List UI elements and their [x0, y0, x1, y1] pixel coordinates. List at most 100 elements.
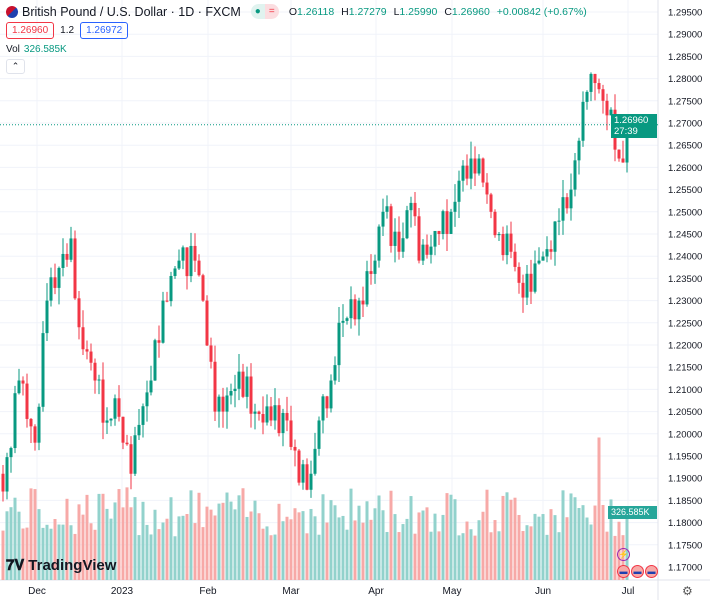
- volume-bar: [145, 524, 149, 580]
- symbol-title[interactable]: British Pound / U.S. Dollar · 1D · FXCM: [22, 4, 241, 19]
- candle-body: [501, 234, 505, 256]
- volume-bar: [213, 515, 217, 580]
- candle-body: [561, 197, 565, 221]
- candle-body: [373, 260, 377, 274]
- time-tick: Jun: [535, 586, 551, 597]
- volume-bar: [609, 499, 613, 580]
- tradingview-logo[interactable]: 𝟕𝐕 TradingView: [6, 557, 117, 574]
- us-flag-event-icon[interactable]: ▬: [631, 565, 644, 578]
- candle-body: [557, 220, 561, 222]
- volume-bar: [469, 529, 473, 580]
- time-tick: Dec: [28, 586, 46, 597]
- candle-body: [457, 180, 461, 202]
- volume-bar: [357, 505, 361, 580]
- volume-bar: [345, 529, 349, 580]
- candle-body: [81, 327, 85, 350]
- volume-bar: [585, 517, 589, 580]
- candle-body: [169, 275, 173, 302]
- volume-bar: [493, 520, 497, 580]
- candle-body: [593, 73, 597, 84]
- volume-bar: [393, 514, 397, 580]
- candle-body: [129, 444, 133, 474]
- candle-body: [289, 420, 293, 447]
- volume-bar: [457, 535, 461, 580]
- volume-bar: [477, 520, 481, 580]
- volume-bar: [189, 490, 193, 580]
- settings-gear-icon[interactable]: ⚙: [682, 584, 693, 598]
- volume-bar: [385, 531, 389, 580]
- volume-bar: [177, 516, 181, 580]
- candle-body: [517, 266, 521, 283]
- volume-bar: [133, 497, 137, 580]
- candle-body: [293, 446, 297, 451]
- candle-body: [241, 371, 245, 397]
- candle-body: [9, 448, 13, 458]
- candle-body: [141, 406, 145, 425]
- price-tick: 1.27500: [668, 96, 702, 107]
- volume-bar: [173, 536, 177, 580]
- volume-bar: [69, 525, 73, 580]
- volume-bar: [401, 524, 405, 580]
- candle-body: [189, 245, 193, 277]
- volume-bar: [601, 504, 605, 580]
- volume-bar: [185, 514, 189, 580]
- volume-bar: [525, 525, 529, 580]
- buy-button[interactable]: 1.26972: [80, 22, 129, 39]
- volume-bar: [205, 506, 209, 580]
- candle-body: [197, 260, 201, 276]
- candle-body: [73, 238, 77, 299]
- volume-bar: [113, 502, 117, 580]
- volume-bar: [481, 511, 485, 580]
- price-tick: 1.20500: [668, 407, 702, 418]
- candle-body: [621, 158, 625, 163]
- candle-body: [521, 282, 525, 298]
- volume-bar: [97, 493, 101, 580]
- candle-body: [21, 380, 25, 384]
- volume-bar: [397, 532, 401, 580]
- volume-bar: [257, 513, 261, 580]
- candle-body: [109, 418, 113, 421]
- candle-body: [617, 149, 621, 159]
- candle-body: [209, 345, 213, 362]
- candle-body: [137, 424, 141, 436]
- volume-bar: [265, 526, 269, 580]
- volume-bar: [373, 508, 377, 580]
- lightning-event-icon[interactable]: ⚡: [617, 548, 630, 561]
- volume-bar: [589, 524, 593, 580]
- candle-body: [453, 201, 457, 212]
- volume-bar: [149, 534, 153, 580]
- candle-body: [165, 300, 169, 302]
- volume-bar: [157, 529, 161, 580]
- volume-bar: [353, 520, 357, 580]
- volume-bar: [425, 507, 429, 580]
- volume-bar: [9, 507, 13, 580]
- volume-bar: [341, 515, 345, 580]
- market-status-pill[interactable]: ● =: [250, 4, 279, 19]
- candles: [1, 72, 629, 502]
- candle-body: [29, 418, 33, 427]
- volume-bar: [153, 509, 157, 580]
- us-flag-event-icon[interactable]: ▬: [645, 565, 658, 578]
- volume-bar: [81, 514, 85, 580]
- candle-body: [349, 299, 353, 319]
- volume-bar: [577, 507, 581, 580]
- volume-bar: [277, 503, 281, 580]
- volume-bar: [1, 530, 5, 580]
- price-tick: 1.19000: [668, 474, 702, 485]
- volume-bar: [33, 489, 37, 580]
- volume-bar: [305, 533, 309, 580]
- volume-bar: [29, 488, 33, 580]
- candle-body: [85, 349, 89, 352]
- volume-bar: [65, 498, 69, 580]
- candle-body: [489, 194, 493, 212]
- collapse-legend-button[interactable]: ⌃: [6, 59, 25, 74]
- sell-button[interactable]: 1.26960: [6, 22, 55, 39]
- candle-body: [537, 260, 541, 264]
- volume-bar: [569, 493, 573, 580]
- candle-body: [297, 450, 301, 483]
- candle-body: [281, 412, 285, 434]
- us-flag-event-icon[interactable]: ▬: [617, 565, 630, 578]
- candle-body: [321, 396, 325, 421]
- volume-bar: [461, 533, 465, 580]
